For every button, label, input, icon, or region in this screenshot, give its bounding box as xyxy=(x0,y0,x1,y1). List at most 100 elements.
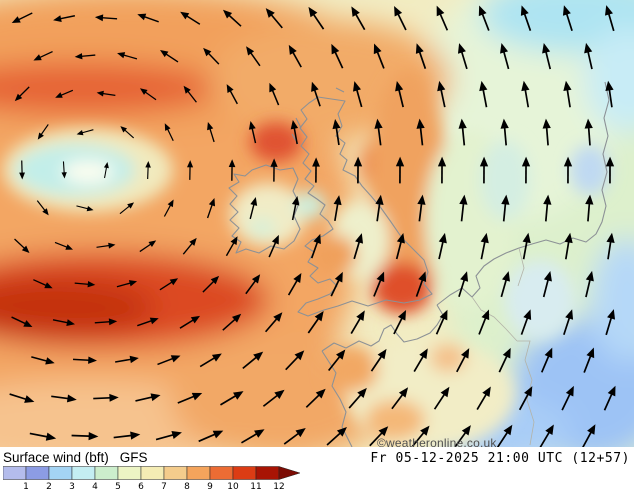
footer-title-line: Surface wind (bft) GFS xyxy=(3,450,148,465)
wind-arrow xyxy=(373,43,385,69)
coastline-france-north xyxy=(321,304,444,352)
wind-arrow xyxy=(438,232,447,260)
wind-arrow xyxy=(332,119,341,146)
wind-arrow xyxy=(543,194,552,222)
wind-arrow xyxy=(245,274,261,295)
wind-arrow xyxy=(375,194,384,222)
wind-arrow xyxy=(584,118,593,146)
wind-arrow xyxy=(74,53,96,60)
wind-arrow xyxy=(542,271,552,298)
map-area: ©weatheronline.co.uk xyxy=(0,0,634,450)
wind-arrow xyxy=(115,355,139,364)
wind-arrow xyxy=(139,240,157,253)
legend-tick-label: 7 xyxy=(161,482,167,490)
wind-arrow xyxy=(413,348,428,372)
wind-arrow xyxy=(500,118,509,146)
country-borders xyxy=(471,247,535,446)
wind-arrow xyxy=(374,118,383,146)
legend-segment xyxy=(209,466,234,480)
wind-arrow xyxy=(117,52,138,60)
wind-arrow xyxy=(395,232,405,260)
wind-arrow xyxy=(478,309,490,335)
wind-arrow xyxy=(307,310,324,334)
wind-arrow xyxy=(71,431,99,441)
wind-arrow xyxy=(11,12,33,24)
wind-arrow xyxy=(496,424,513,447)
wind-arrow xyxy=(103,161,109,179)
wind-arrow xyxy=(308,6,325,30)
legend-tick-label: 8 xyxy=(184,482,190,490)
wind-speed-legend: 1 2 3 4 5 6 7 8 9 10 11 12 xyxy=(3,466,301,490)
wind-arrow xyxy=(603,385,616,411)
wind-arrow xyxy=(520,309,532,335)
legend-tick-label: 12 xyxy=(273,482,284,490)
wind-arrow xyxy=(584,42,593,70)
wind-arrow xyxy=(76,129,94,136)
wind-arrow xyxy=(605,156,615,184)
legend-segment xyxy=(71,466,96,480)
wind-arrow xyxy=(270,158,278,182)
wind-arrow xyxy=(310,233,321,259)
wind-arrow xyxy=(333,195,342,222)
wind-map xyxy=(0,0,634,447)
wind-arrow xyxy=(61,161,67,179)
legend-tick-label: 1 xyxy=(23,482,29,490)
wind-arrow xyxy=(311,81,321,107)
wind-arrow xyxy=(539,424,554,447)
wind-arrow xyxy=(199,353,222,368)
wind-arrow xyxy=(29,432,57,441)
wind-arrow xyxy=(283,427,306,445)
wind-arrow xyxy=(177,392,203,404)
wind-arrow xyxy=(458,118,467,146)
wind-arrow xyxy=(518,386,533,411)
wind-arrow xyxy=(542,118,551,146)
wind-arrow xyxy=(479,156,489,184)
wind-arrow xyxy=(437,156,447,184)
legend-tick-label: 9 xyxy=(207,482,213,490)
wind-arrow xyxy=(478,5,490,31)
coastlines xyxy=(228,81,610,447)
wind-arrow xyxy=(226,84,238,105)
legend-segment xyxy=(48,466,73,480)
wind-arrow xyxy=(415,43,427,69)
wind-arrow xyxy=(312,157,320,183)
wind-arrow xyxy=(501,194,510,222)
wind-arrow xyxy=(351,6,366,31)
wind-arrow xyxy=(33,50,53,61)
wind-arrow xyxy=(585,270,594,298)
legend-tick-label: 6 xyxy=(138,482,144,490)
wind-arrow xyxy=(180,11,201,25)
wind-arrow xyxy=(327,349,346,372)
wind-arrow xyxy=(415,271,427,297)
wind-arrow xyxy=(353,156,363,184)
wind-arrow xyxy=(564,232,573,260)
wind-arrow xyxy=(228,159,236,181)
wind-arrow xyxy=(186,160,194,180)
wind-arrow xyxy=(137,317,159,327)
wind-arrow xyxy=(605,309,616,336)
wind-arrow xyxy=(119,202,135,215)
wind-arrow xyxy=(454,425,471,447)
wind-arrow xyxy=(285,350,305,371)
wind-arrow xyxy=(353,81,363,108)
legend-segment xyxy=(163,466,188,480)
wind-arrow xyxy=(476,386,491,410)
wind-arrow xyxy=(202,275,220,293)
wind-arrow xyxy=(269,82,280,106)
wind-arrow xyxy=(330,271,343,297)
wind-arrow xyxy=(583,347,595,373)
wind-arrow xyxy=(290,119,299,145)
wind-arrow xyxy=(435,309,448,335)
wind-arrow xyxy=(222,313,242,331)
wind-arrow xyxy=(33,279,53,289)
wind-arrow xyxy=(500,43,510,70)
legend-segment xyxy=(186,466,211,480)
wind-arrow xyxy=(331,43,344,69)
wind-arrow xyxy=(198,430,224,443)
legend-arrow xyxy=(278,466,301,480)
wind-arrow xyxy=(94,14,118,22)
wind-arrow xyxy=(605,80,614,108)
wind-arrow xyxy=(19,160,25,180)
wind-arrow xyxy=(155,431,182,441)
watermark: ©weatheronline.co.uk xyxy=(377,436,497,450)
